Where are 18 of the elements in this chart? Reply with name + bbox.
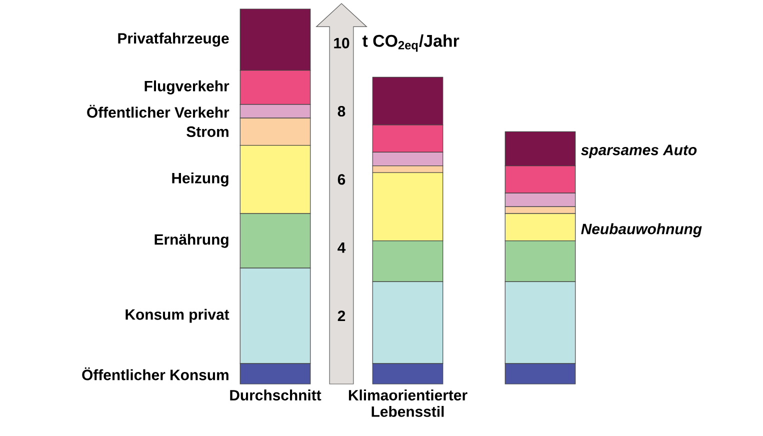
series-label: Ernährung bbox=[154, 234, 228, 248]
series-label: Konsum privat bbox=[126, 308, 230, 323]
x-tick-label: Durchschnitt bbox=[230, 390, 322, 400]
y-tick-label: 2 bbox=[338, 310, 346, 322]
series-label: Privatfahrzeuge bbox=[118, 32, 229, 47]
annotation: sparsames Auto bbox=[581, 144, 697, 158]
series-label: Strom bbox=[186, 126, 228, 138]
y-tick-label: 6 bbox=[338, 174, 346, 185]
y-axis-title: t CO$_{2eq}$/Jahr bbox=[362, 34, 460, 52]
annotation: Neubauwohnung bbox=[581, 223, 702, 238]
y-tick-label: 10 bbox=[334, 38, 350, 48]
series-label: Flugverkehr bbox=[144, 80, 230, 94]
y-tick-label: 4 bbox=[338, 242, 346, 253]
y-tick-label: 8 bbox=[338, 106, 346, 117]
x-tick-label: Klimaorientierter Lebensstil bbox=[348, 390, 468, 417]
series-label: Öffentlicher Verkehr bbox=[87, 104, 230, 118]
series-label: Öffentlicher Konsum bbox=[82, 367, 228, 380]
series-label: Heizung bbox=[172, 172, 228, 186]
